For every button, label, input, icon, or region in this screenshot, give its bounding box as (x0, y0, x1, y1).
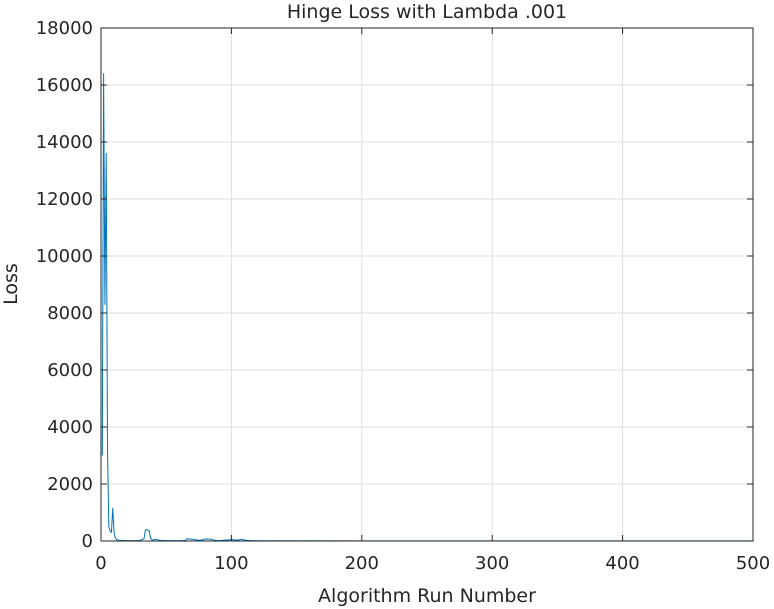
grid (101, 28, 753, 541)
x-tick-label: 400 (605, 553, 639, 574)
x-tick-labels: 0 100 200 300 400 500 (95, 553, 770, 574)
y-tick-label: 10000 (36, 246, 93, 267)
plot-area (101, 28, 753, 541)
x-tick-label: 0 (95, 553, 106, 574)
y-tick-labels: 0 2000 4000 6000 8000 10000 12000 14000 16000 180… (36, 18, 93, 552)
axes-box (100, 27, 754, 542)
x-tick-label: 200 (345, 553, 379, 574)
x-tick-label: 100 (214, 553, 248, 574)
y-tick-label: 4000 (47, 417, 93, 438)
x-tick-label: 500 (736, 553, 770, 574)
y-tick-label: 12000 (36, 189, 93, 210)
ticks (100, 27, 754, 542)
y-tick-label: 18000 (36, 18, 93, 39)
y-tick-label: 16000 (36, 75, 93, 96)
y-tick-label: 6000 (47, 360, 93, 381)
y-tick-label: 14000 (36, 132, 93, 153)
x-axis-label: Algorithm Run Number (318, 585, 536, 607)
chart-title: Hinge Loss with Lambda .001 (287, 1, 567, 23)
y-axis-label: Loss (0, 263, 22, 305)
x-tick-label: 300 (475, 553, 509, 574)
y-tick-label: 2000 (47, 474, 93, 495)
y-tick-label: 0 (82, 531, 93, 552)
y-tick-label: 8000 (47, 303, 93, 324)
